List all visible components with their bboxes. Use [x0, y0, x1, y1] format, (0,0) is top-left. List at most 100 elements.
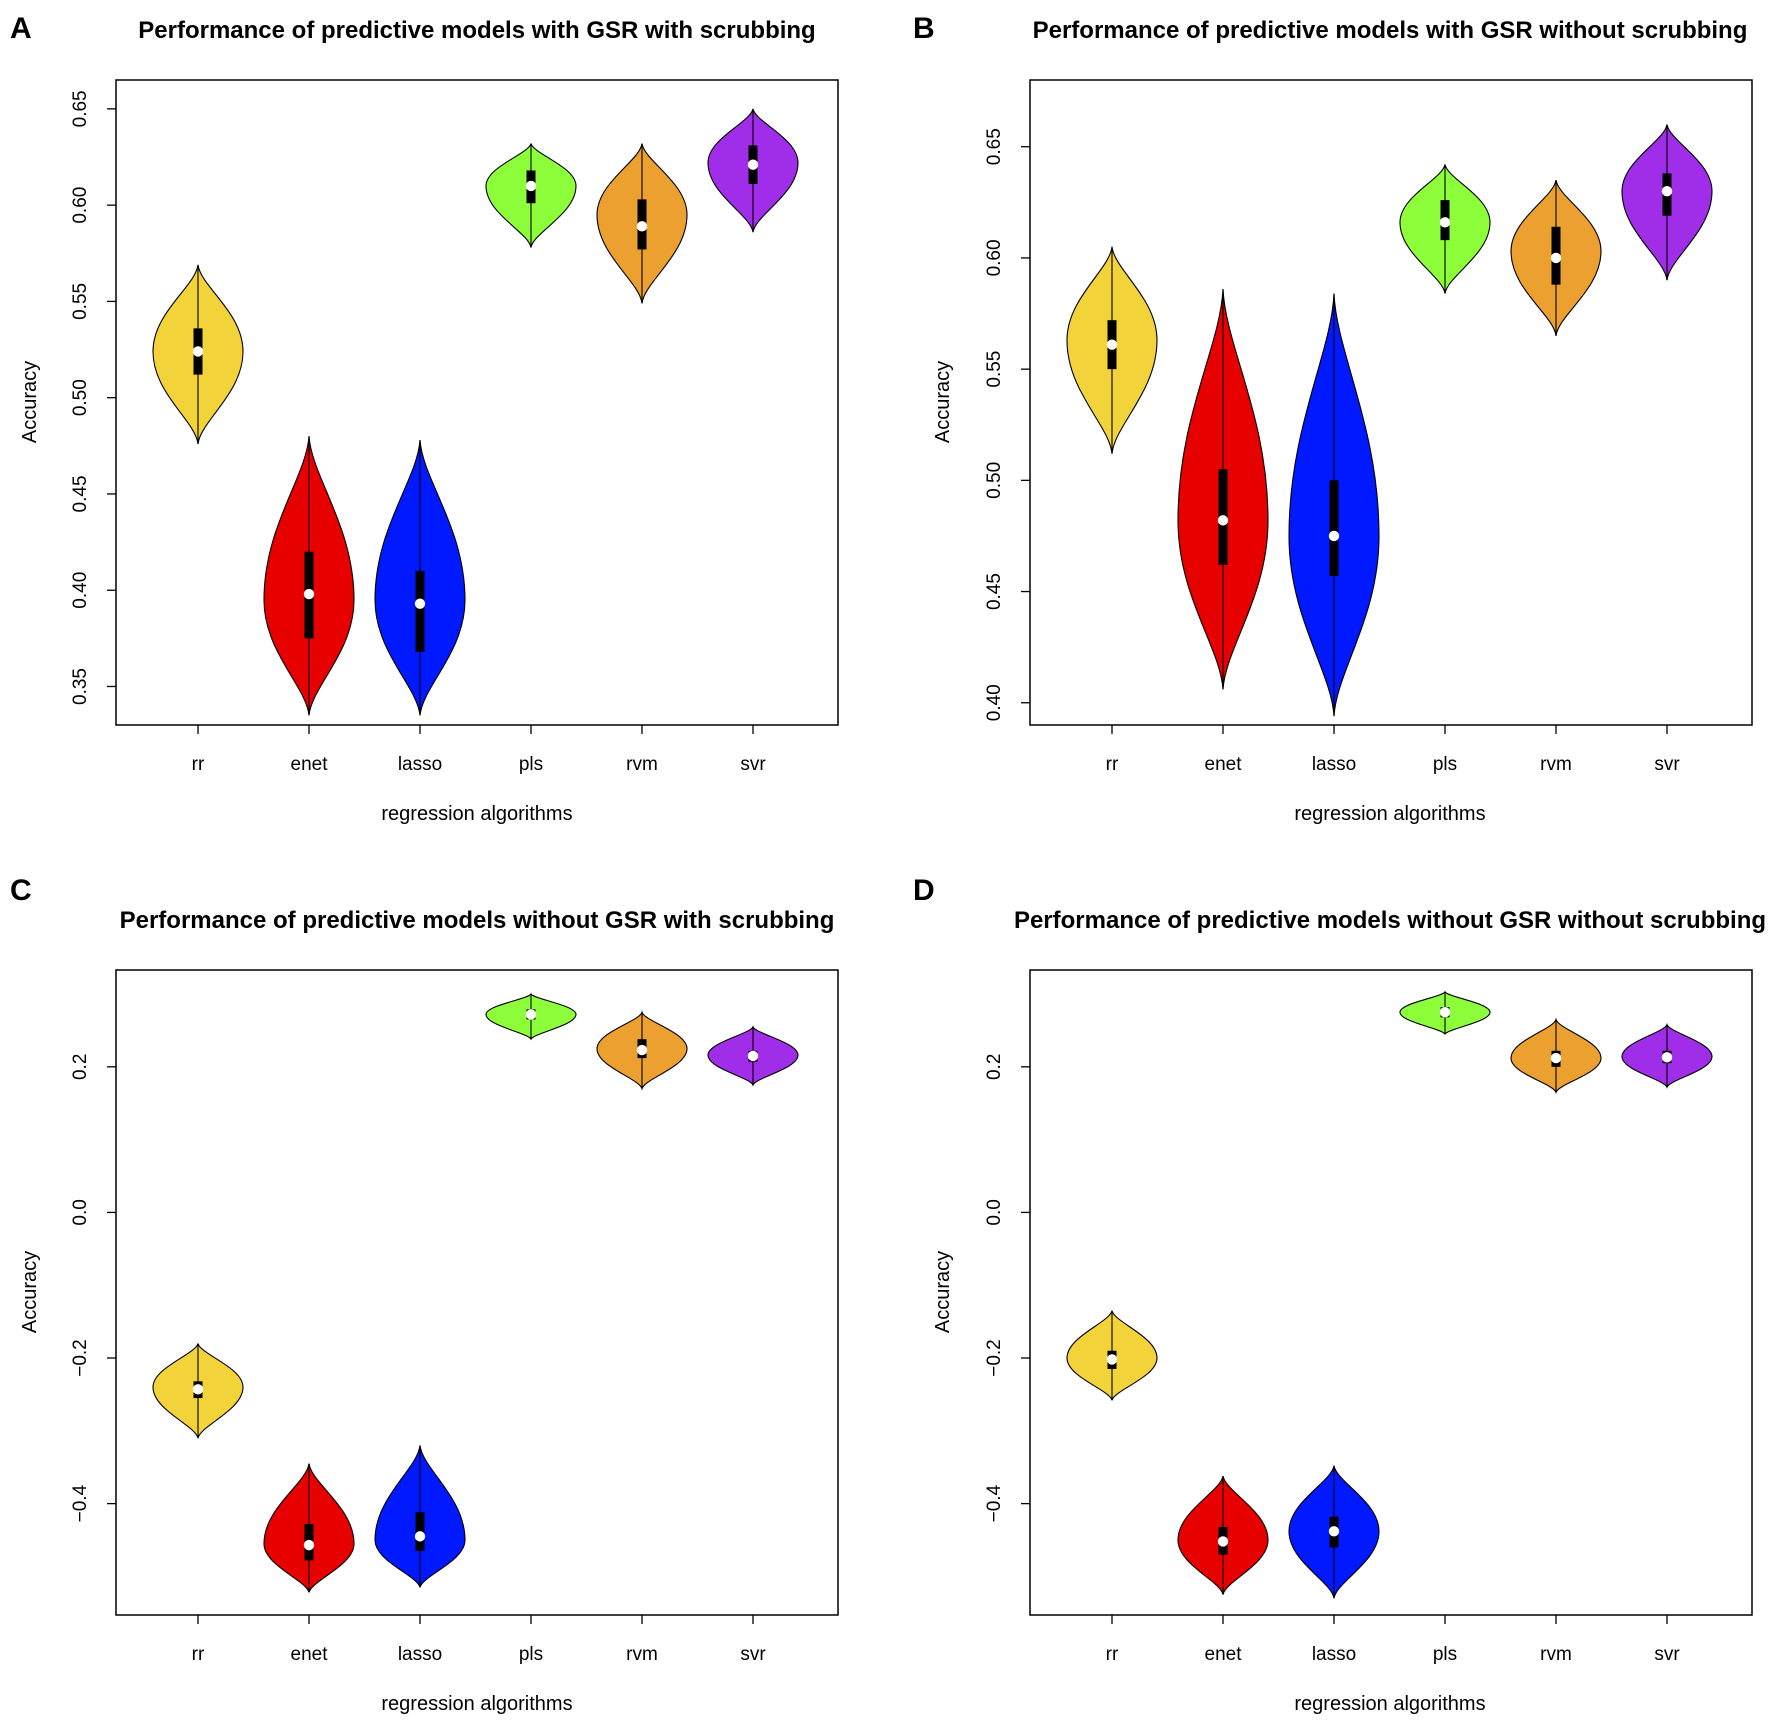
median-point-rvm: [1550, 1052, 1562, 1064]
panel-a-y-axis-label: Accuracy: [19, 361, 41, 443]
median-point-svr: [1661, 186, 1673, 197]
panel-c-y-tick-label: 0.0: [70, 1199, 91, 1225]
median-point-enet: [303, 1539, 315, 1551]
median-point-pls: [525, 1009, 537, 1020]
panel-d-title: Performance of predictive models without…: [1014, 907, 1766, 934]
panel-c-plot-frame: [115, 969, 839, 1616]
panel-b-violin-layer: [1066, 124, 1713, 717]
panel-c-axis-layer: −0.4 −0.2 0.0 0.2 rr enet lasso pls rvm svr: [70, 1054, 766, 1665]
panel-b-title: Performance of predictive models with GS…: [1033, 17, 1748, 44]
panel-d-x-axis-label: regression algorithms: [1294, 1693, 1485, 1715]
panel-b-y-tick-label: 0.55: [984, 351, 1005, 388]
panel-b-plot-frame: [1029, 79, 1753, 726]
panel-b-y-tick-label: 0.65: [984, 128, 1005, 165]
panel-b-x-tick-label-pls: pls: [1433, 754, 1457, 775]
panel-d-x-tick-label-lasso: lasso: [1312, 1644, 1356, 1665]
panel-c-x-tick-label-rr: rr: [192, 1644, 205, 1665]
panel-c: C Performance of predictive models witho…: [10, 874, 839, 1715]
panel-c-y-axis-label: Accuracy: [19, 1251, 41, 1333]
panel-d-y-axis-label: Accuracy: [932, 1251, 954, 1333]
median-point-rr: [192, 346, 204, 357]
median-point-lasso: [414, 1531, 426, 1542]
panel-c-x-tick-label-rvm: rvm: [626, 1644, 658, 1665]
panel-d-x-tick-label-enet: enet: [1205, 1644, 1243, 1665]
median-point-rr: [1106, 339, 1118, 350]
panel-b-axis-layer: 0.40 0.45 0.50 0.55 0.60 0.65 rr enet lasso pls rv…: [984, 128, 1680, 775]
panel-b-x-tick-label-rr: rr: [1106, 754, 1119, 775]
panel-a-y-tick-label: 0.65: [70, 90, 91, 127]
panel-d-y-tick-label: −0.2: [984, 1339, 1005, 1377]
panel-b-x-tick-label-enet: enet: [1205, 754, 1243, 775]
panel-a-y-tick-label: 0.35: [70, 668, 91, 705]
panel-a-x-tick-label-enet: enet: [291, 754, 329, 775]
panel-c-y-tick-label: −0.4: [70, 1484, 91, 1522]
panel-b-y-tick-label: 0.60: [984, 239, 1005, 276]
panel-letter-c: C: [10, 874, 32, 907]
median-point-rr: [192, 1384, 204, 1395]
median-point-svr: [747, 159, 759, 170]
panel-d-plot-frame: [1029, 969, 1753, 1616]
panel-c-y-tick-label: 0.2: [70, 1054, 91, 1080]
panel-d: D Performance of predictive models witho…: [913, 874, 1766, 1715]
panel-d-y-tick-label: −0.4: [984, 1484, 1005, 1522]
median-point-lasso: [1328, 530, 1340, 542]
panel-d-y-tick-label: 0.2: [984, 1054, 1005, 1080]
panel-b-y-tick-label: 0.45: [984, 573, 1005, 610]
panel-d-x-tick-label-rvm: rvm: [1540, 1644, 1572, 1665]
panel-c-x-tick-label-pls: pls: [519, 1644, 543, 1665]
panel-b-x-tick-label-svr: svr: [1654, 754, 1680, 775]
median-point-pls: [1439, 1007, 1451, 1018]
panel-a-x-tick-label-svr: svr: [740, 754, 766, 775]
panel-a-x-tick-label-rvm: rvm: [626, 754, 658, 775]
median-point-svr: [1661, 1052, 1673, 1063]
median-point-pls: [525, 180, 537, 192]
panel-c-y-tick-label: −0.2: [70, 1339, 91, 1377]
panel-b-y-tick-label: 0.40: [984, 684, 1005, 721]
panel-c-x-axis-label: regression algorithms: [381, 1693, 572, 1715]
panel-letter-a: A: [10, 12, 32, 45]
panel-c-x-tick-label-lasso: lasso: [398, 1644, 442, 1665]
panel-d-y-tick-label: 0.0: [984, 1199, 1005, 1225]
panel-b-x-tick-label-rvm: rvm: [1540, 754, 1572, 775]
median-point-enet: [1217, 515, 1229, 526]
panel-a-y-tick-label: 0.45: [70, 475, 91, 512]
median-point-rvm: [636, 221, 648, 232]
iqr-box-lasso: [415, 570, 425, 652]
panel-letter-d: D: [913, 874, 935, 907]
panel-a-x-axis-label: regression algorithms: [381, 803, 572, 825]
panel-c-violin-layer: [152, 992, 799, 1593]
panel-d-x-tick-label-pls: pls: [1433, 1644, 1457, 1665]
panel-a-x-tick-label-lasso: lasso: [398, 754, 442, 775]
median-point-rvm: [1550, 252, 1562, 264]
panel-b-y-axis-label: Accuracy: [932, 361, 954, 443]
panel-d-x-tick-label-svr: svr: [1654, 1644, 1680, 1665]
median-point-pls: [1439, 217, 1451, 228]
panel-d-axis-layer: −0.4 −0.2 0.0 0.2 rr enet lasso pls rvm svr: [984, 1054, 1680, 1665]
panel-d-violin-layer: [1066, 990, 1713, 1599]
panel-a-x-tick-label-pls: pls: [519, 754, 543, 775]
panel-a-axis-layer: 0.35 0.40 0.45 0.50 0.55 0.60 0.65 rr enet lasso p…: [70, 90, 766, 775]
panel-b-y-tick-label: 0.50: [984, 462, 1005, 499]
panel-a-y-tick-label: 0.50: [70, 379, 91, 416]
panel-b-x-tick-label-lasso: lasso: [1312, 754, 1356, 775]
median-point-svr: [747, 1050, 759, 1062]
panel-c-x-tick-label-svr: svr: [740, 1644, 766, 1665]
panel-a-y-tick-label: 0.40: [70, 572, 91, 609]
panel-c-title: Performance of predictive models without…: [120, 907, 835, 934]
panel-c-x-tick-label-enet: enet: [291, 1644, 329, 1665]
panel-a-y-tick-label: 0.55: [70, 283, 91, 320]
panel-a-y-tick-label: 0.60: [70, 187, 91, 224]
panel-a-x-tick-label-rr: rr: [192, 754, 205, 775]
median-point-enet: [303, 588, 315, 600]
panel-a-title: Performance of predictive models with GS…: [138, 17, 815, 44]
median-point-lasso: [414, 598, 426, 609]
median-point-lasso: [1328, 1526, 1340, 1537]
panel-a-plot-frame: [115, 79, 839, 726]
median-point-rr: [1106, 1354, 1118, 1365]
median-point-rvm: [636, 1044, 648, 1056]
panel-letter-b: B: [913, 12, 935, 45]
panel-a: A Performance of predictive models with …: [10, 12, 839, 825]
panel-d-x-tick-label-rr: rr: [1106, 1644, 1119, 1665]
